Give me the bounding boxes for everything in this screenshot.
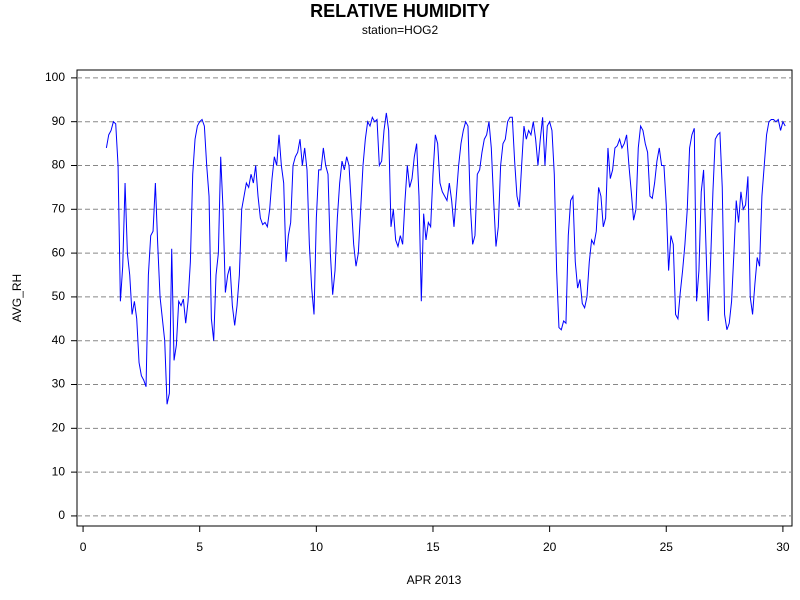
x-tick-label: 30 — [776, 540, 790, 554]
y-axis-label: AVG_RH — [10, 274, 24, 322]
y-tick-label: 30 — [52, 377, 66, 391]
y-tick-label: 60 — [52, 245, 66, 259]
y-tick-label: 100 — [45, 70, 65, 84]
x-tick-label: 20 — [543, 540, 557, 554]
x-tick-label: 15 — [426, 540, 440, 554]
chart-subtitle: station=HOG2 — [362, 23, 439, 37]
y-tick-label: 70 — [52, 201, 66, 215]
y-tick-label: 10 — [52, 464, 66, 478]
y-tick-label: 50 — [52, 289, 66, 303]
plot-frame — [76, 69, 793, 527]
data-line — [105, 112, 786, 405]
y-tick-label: 20 — [52, 420, 66, 434]
x-tick-label: 25 — [660, 540, 674, 554]
chart-title: RELATIVE HUMIDITY — [310, 1, 490, 21]
x-tick-label: 10 — [310, 540, 324, 554]
y-tick-label: 80 — [52, 158, 66, 172]
x-tick-label: 5 — [196, 540, 203, 554]
y-tick-label: 40 — [52, 333, 66, 347]
y-tick-label: 90 — [52, 114, 66, 128]
y-tick-label: 0 — [58, 508, 65, 522]
x-axis-label: APR 2013 — [407, 573, 462, 587]
x-tick-label: 0 — [80, 540, 87, 554]
